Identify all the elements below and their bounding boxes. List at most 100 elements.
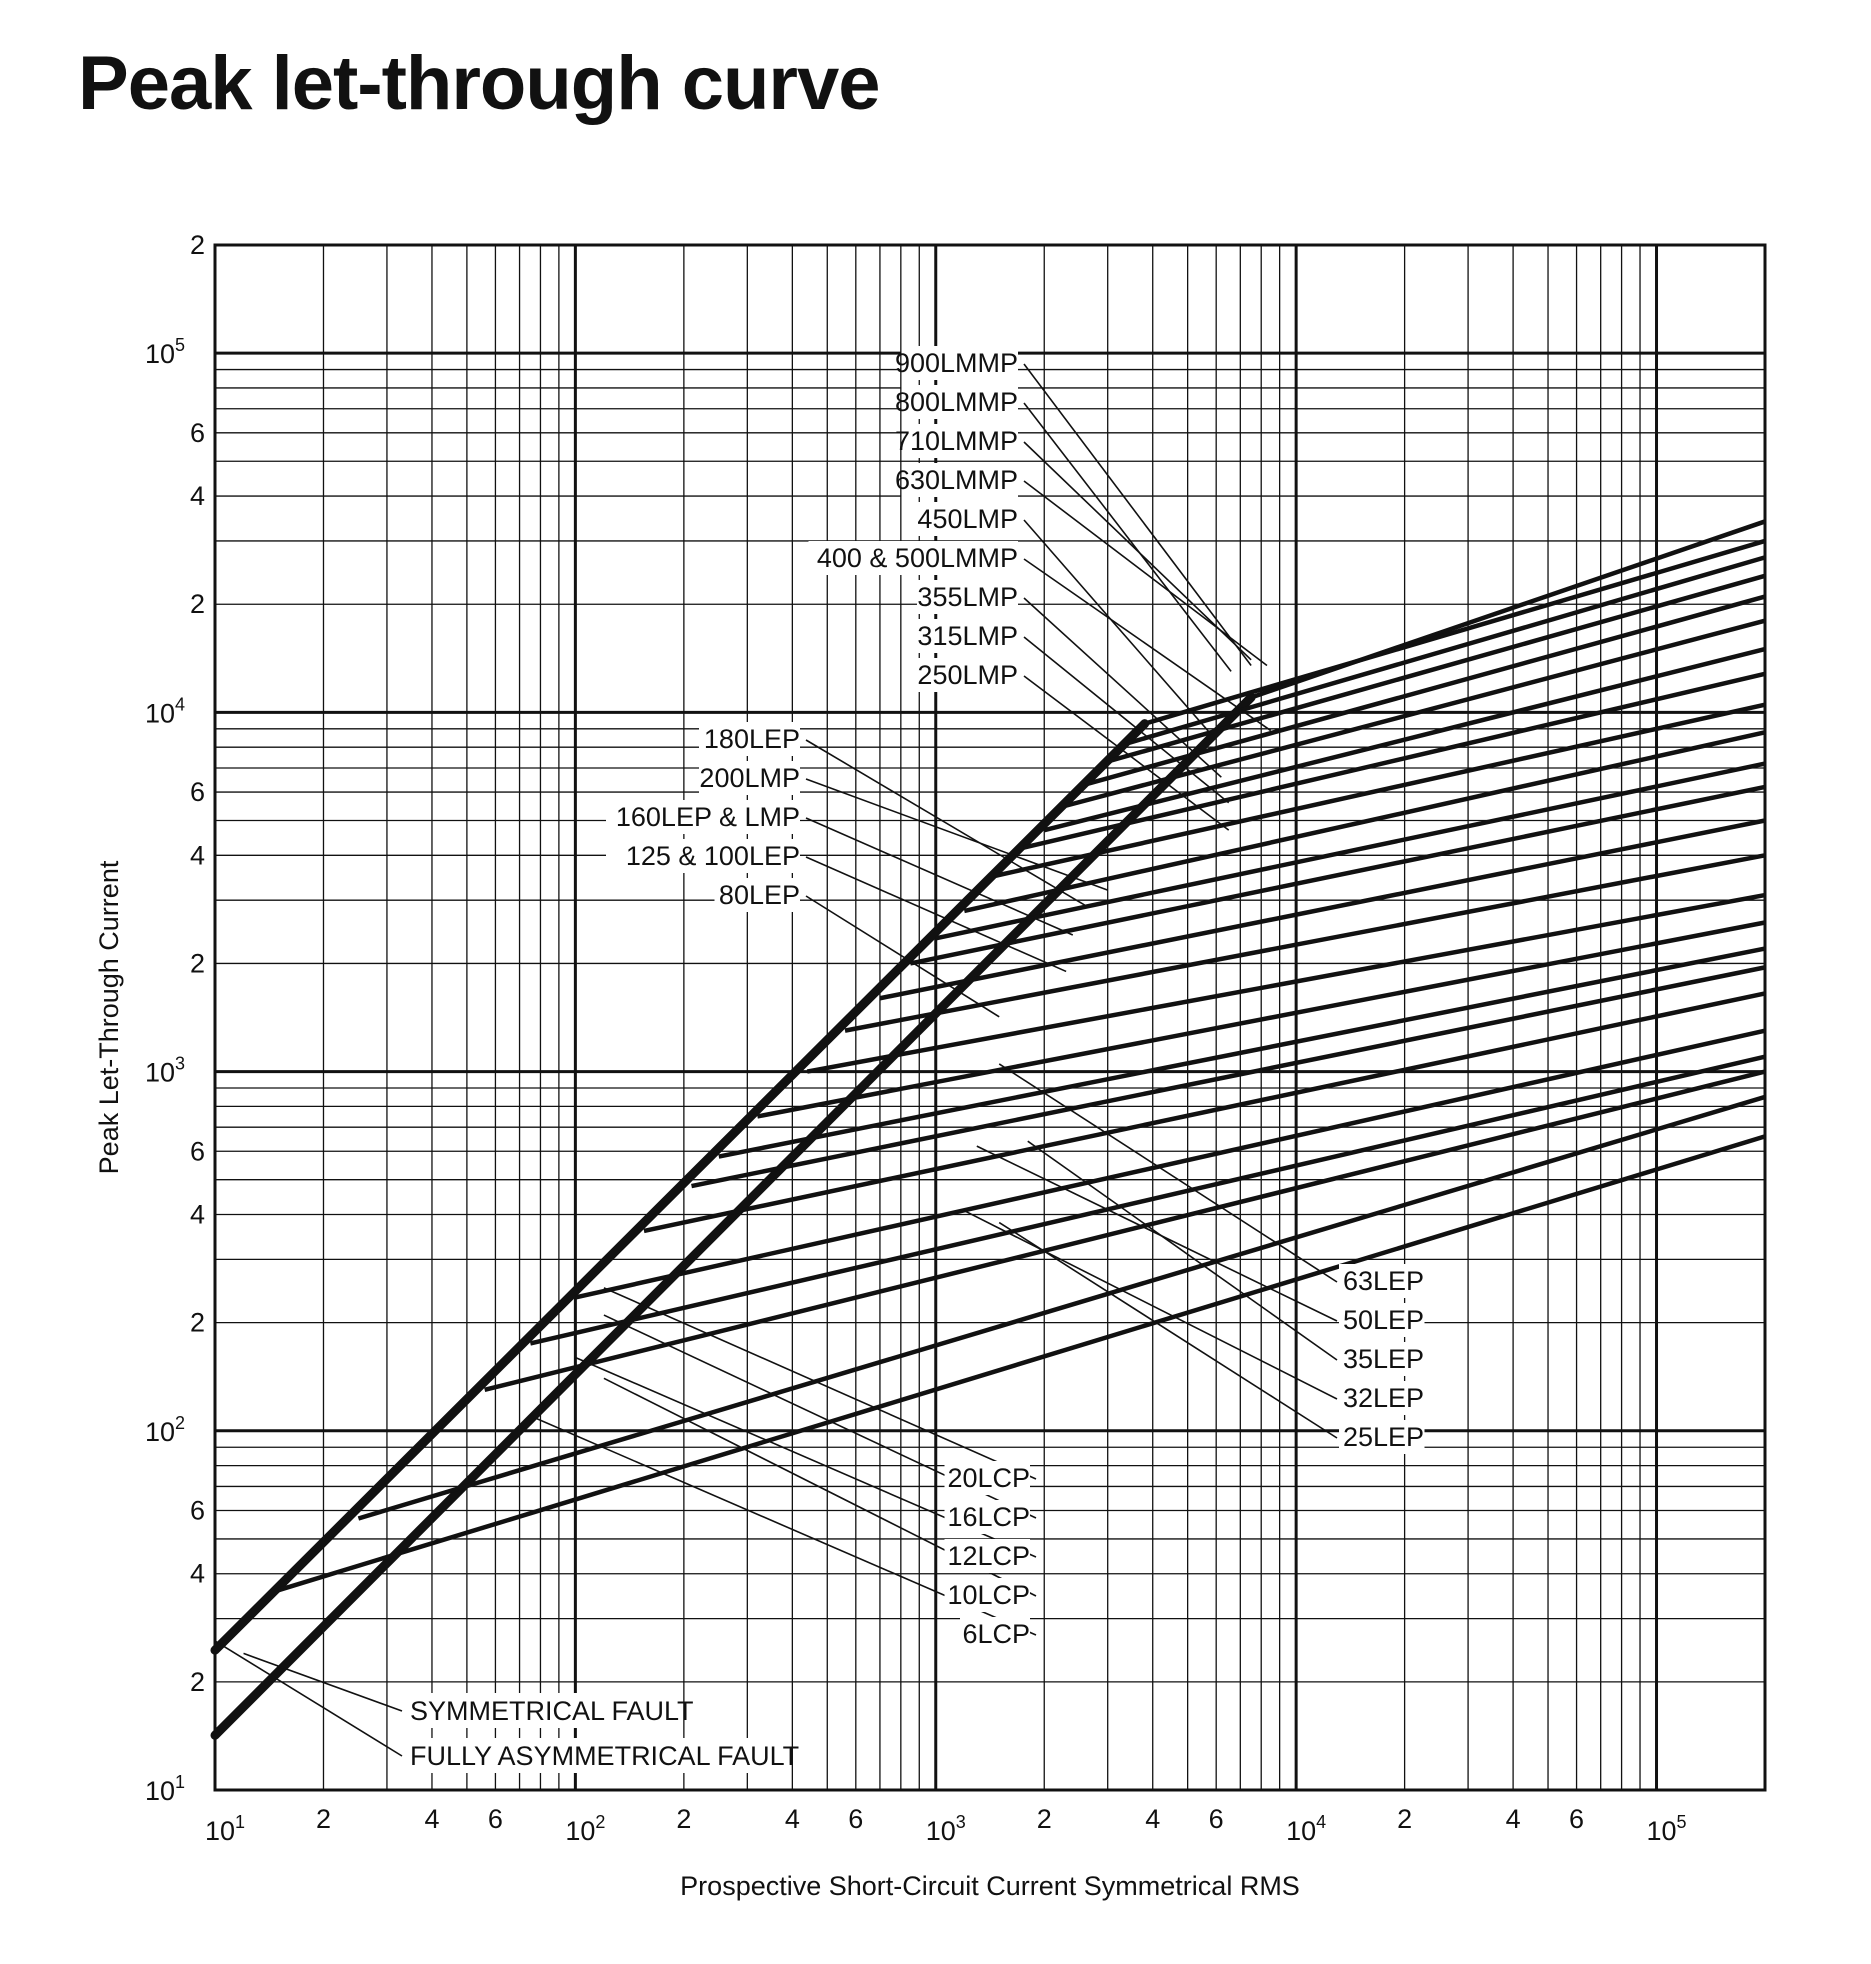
series-label-6lcp: 6LCP (962, 1619, 1030, 1649)
y-tick-label: 105 (145, 335, 185, 369)
x-tick-label: 4 (785, 1804, 800, 1834)
series-label-50lep: 50LEP (1343, 1305, 1424, 1335)
series-line-710lmmp (1126, 555, 1766, 746)
x-tick-label: 2 (316, 1804, 331, 1834)
label-plate (1339, 1264, 1425, 1298)
x-tick-label: 4 (1145, 1804, 1160, 1834)
y-axis-label: Peak Let-Through Current (94, 860, 124, 1174)
label-plate (917, 619, 1018, 653)
leader-line-630lmmp (1023, 480, 1268, 667)
series-line-200lmp (963, 730, 1766, 914)
x-tick-label: 6 (848, 1804, 863, 1834)
x-tick-label: 2 (1037, 1804, 1052, 1834)
leader-line-63lep (998, 1063, 1338, 1283)
label-plate (917, 580, 1018, 614)
x-tick-label: 101 (205, 1812, 245, 1846)
leader-line-symmetrical-fault (243, 1652, 403, 1712)
chart-series (210, 519, 1766, 1740)
series-line-25lep (643, 991, 1766, 1234)
series-label-10lcp: 10LCP (947, 1580, 1030, 1610)
series-line-6lcp (277, 1134, 1766, 1593)
label-plate (606, 839, 800, 873)
label-plate (1339, 1381, 1425, 1415)
leader-line-355lmp (1023, 597, 1222, 778)
series-label-900lmmp: 900LMMP (895, 348, 1018, 378)
label-plate (714, 878, 800, 912)
series-label-450lmp: 450LMP (917, 504, 1018, 534)
y-tick-label: 6 (190, 418, 205, 448)
fault-label-fully-asymmetrical-fault: FULLY ASYMMETRICAL FAULT (410, 1741, 799, 1771)
x-tick-label: 102 (565, 1812, 605, 1846)
series-line-20lcp (574, 1028, 1766, 1300)
series-line-450lmp (1084, 594, 1766, 787)
leader-line-50lep (976, 1145, 1338, 1322)
series-line-80lep (844, 853, 1766, 1033)
y-tick-label: 6 (190, 1495, 205, 1525)
x-tick-label: 4 (424, 1804, 439, 1834)
label-plate (901, 424, 1018, 458)
fault-label-symmetrical-fault: SYMMETRICAL FAULT (410, 1696, 694, 1726)
y-tick-label: 4 (190, 481, 205, 511)
x-tick-label: 2 (1397, 1804, 1412, 1834)
label-plate (901, 346, 1018, 380)
leader-line-fully-asymmetrical-fault (214, 1640, 403, 1757)
y-tick-label: 2 (190, 1667, 205, 1697)
series-line-180lep (935, 761, 1766, 941)
series-label-630lmmp: 630LMMP (895, 465, 1018, 495)
leader-line-20lcp (603, 1287, 1037, 1480)
x-tick-label: 4 (1506, 1804, 1521, 1834)
series-label-800lmmp: 800LMMP (895, 387, 1018, 417)
chart-leaders (214, 363, 1338, 1757)
x-tick-label: 2 (676, 1804, 691, 1834)
series-label-710lmmp: 710LMMP (895, 426, 1018, 456)
label-plate (699, 722, 800, 756)
series-label-32lep: 32LEP (1343, 1383, 1424, 1413)
label-plate (1339, 1303, 1425, 1337)
series-label-25lep: 25LEP (1343, 1422, 1424, 1452)
label-plate (917, 502, 1018, 536)
series-line-160lep-and-lmp (909, 784, 1766, 966)
series-line-630lmmp (1107, 573, 1766, 764)
series-line-400-and-500lmmp (1065, 618, 1766, 808)
leader-line-710lmmp (1023, 441, 1252, 661)
x-tick-label: 103 (926, 1812, 966, 1846)
series-label-400-and-500lmmp: 400 & 500LMMP (817, 543, 1018, 573)
x-tick-label: 105 (1646, 1812, 1686, 1846)
label-plate (944, 1539, 1030, 1573)
x-tick-label: 6 (1209, 1804, 1224, 1834)
label-plate (606, 800, 800, 834)
label-plate (404, 1738, 786, 1773)
series-label-180lep: 180LEP (704, 724, 800, 754)
label-plate (808, 541, 1018, 575)
y-tick-label: 2 (190, 589, 205, 619)
label-plate (699, 761, 800, 795)
series-line-10lcp (357, 1094, 1766, 1521)
series-line-63lep (806, 892, 1766, 1074)
series-line-355lmp (1043, 646, 1766, 833)
y-tick-label: 101 (145, 1772, 185, 1806)
series-line-125-and-100lep (879, 818, 1766, 1001)
x-tick-label: 104 (1286, 1812, 1326, 1846)
series-line-315lmp (1022, 671, 1766, 850)
plot-frame (213, 243, 1767, 1792)
y-tick-label: 4 (190, 1200, 205, 1230)
leader-line-25lep (998, 1221, 1338, 1439)
series-label-20lcp: 20LCP (947, 1463, 1030, 1493)
series-label-16lcp: 16LCP (947, 1502, 1030, 1532)
label-plate (404, 1693, 678, 1728)
leader-line-35lep (1027, 1140, 1338, 1361)
leader-line-450lmp (1023, 519, 1212, 735)
y-tick-label: 6 (190, 1136, 205, 1166)
label-plate (944, 1578, 1030, 1612)
label-plate (901, 463, 1018, 497)
series-label-63lep: 63LEP (1343, 1266, 1424, 1296)
y-tick-label: 104 (145, 694, 185, 728)
x-tick-label: 6 (1569, 1804, 1584, 1834)
series-line-16lcp (529, 1054, 1766, 1346)
series-line-800lmmp (1144, 538, 1766, 726)
leader-line-32lep (963, 1209, 1338, 1400)
page-title: Peak let-through curve (78, 41, 881, 126)
y-tick-label: 4 (190, 1559, 205, 1589)
label-plate (944, 1461, 1030, 1495)
